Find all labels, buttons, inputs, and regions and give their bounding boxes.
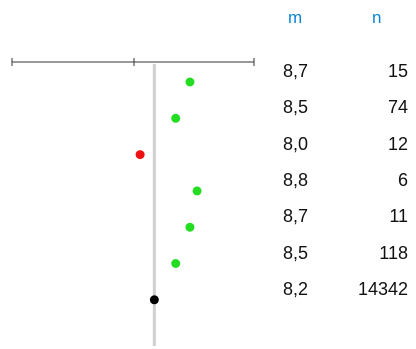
n-value: 6 [397,169,408,190]
column-header-n: n [372,8,382,27]
m-value: 8,7 [283,61,309,81]
n-value: 11 [389,206,408,227]
data-point [149,295,159,305]
m-value: 8,2 [283,278,309,299]
column-header-m: m [288,8,303,27]
data-point [171,113,181,123]
m-value: 8,5 [283,242,309,263]
data-point [185,77,195,87]
data-point [185,222,195,232]
m-value: 8,8 [283,169,309,190]
n-value: 118 [379,242,408,263]
n-value: 14342 [357,278,408,299]
n-value: 74 [387,97,408,118]
m-value: 8,7 [283,206,309,227]
n-value: 15 [387,61,408,81]
data-point [171,259,181,268]
n-value: 12 [387,133,408,154]
data-point [135,150,145,160]
m-value: 8,5 [283,97,309,118]
data-point [192,186,202,196]
m-value: 8,0 [283,133,309,154]
